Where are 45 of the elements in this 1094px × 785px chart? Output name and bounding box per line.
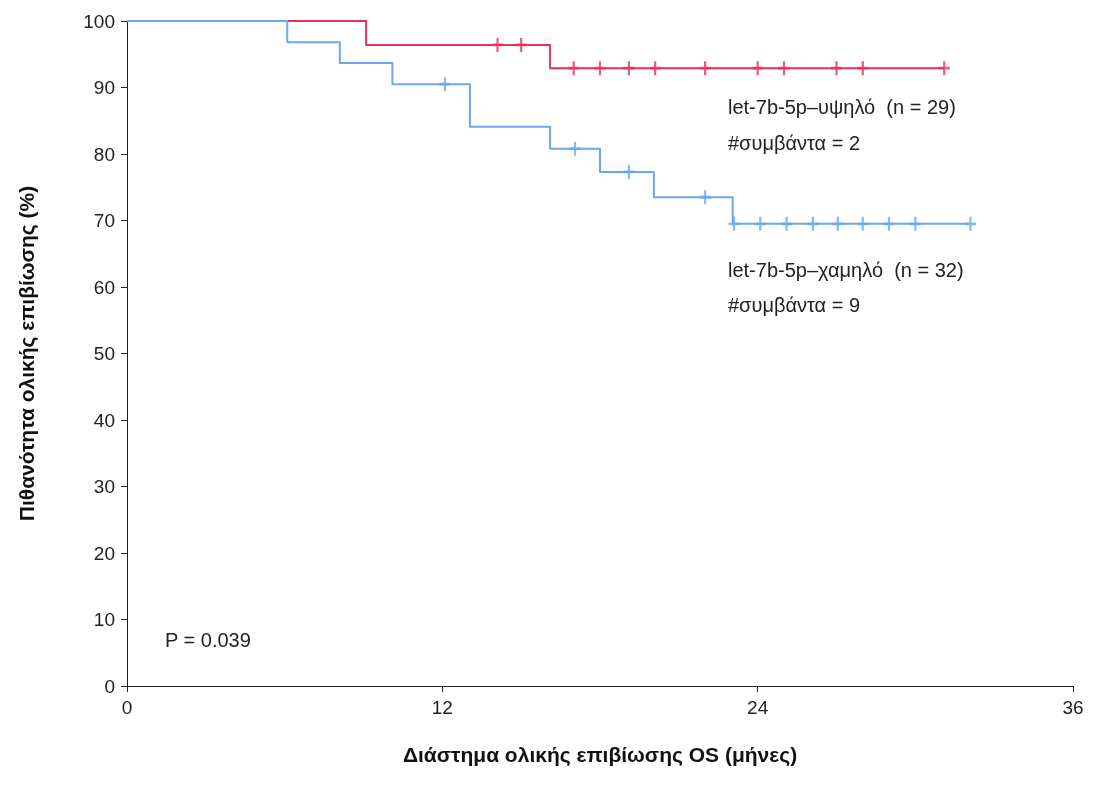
point xyxy=(754,216,766,231)
y-tick-label: 70 xyxy=(93,210,115,231)
x-axis-title: Διάστημα ολικής επιβίωσης OS (μήνες) xyxy=(402,743,798,767)
point xyxy=(938,61,950,76)
y-tick-label: 50 xyxy=(93,343,115,364)
point xyxy=(594,61,606,76)
point xyxy=(831,61,842,76)
point xyxy=(965,216,977,231)
y-tick-label: 80 xyxy=(93,143,115,165)
y-tick-label: 100 xyxy=(83,10,115,32)
point xyxy=(832,216,844,231)
y-axis-title: Πιθανότητα ολικής επιβίωσης (%) xyxy=(15,185,39,522)
point xyxy=(439,77,451,92)
annotation: #συμβάντα = 2 xyxy=(728,132,861,154)
point xyxy=(909,216,921,231)
x-tick-label: 36 xyxy=(1062,697,1084,718)
point xyxy=(699,190,711,205)
annotation: let-7b-5p–υψηλό (n = 29) xyxy=(728,96,956,118)
point xyxy=(623,61,635,76)
x-tick-label: 24 xyxy=(747,697,769,718)
annotation: #συμβάντα = 9 xyxy=(728,294,861,316)
point xyxy=(807,216,819,231)
x-tick-label: 12 xyxy=(431,697,453,718)
point xyxy=(492,37,504,52)
point xyxy=(778,61,790,76)
y-tick-label: 0 xyxy=(104,675,115,697)
y-tick-label: 20 xyxy=(93,542,115,564)
annotation: let-7b-5p–χαμηλό (n = 32) xyxy=(728,259,964,281)
point xyxy=(568,61,580,76)
point xyxy=(569,141,581,156)
y-tick-label: 40 xyxy=(93,409,115,431)
point xyxy=(883,216,895,231)
point xyxy=(857,216,869,231)
y-tick-label: 90 xyxy=(93,77,115,98)
point xyxy=(728,216,740,231)
x-tick-label: 0 xyxy=(121,697,133,718)
annotation: P = 0.039 xyxy=(165,629,251,651)
point xyxy=(857,61,869,76)
y-tick-label: 30 xyxy=(93,476,115,497)
point xyxy=(781,216,793,231)
point xyxy=(699,61,711,76)
y-tick-label: 60 xyxy=(93,276,115,298)
point xyxy=(649,61,661,76)
point xyxy=(752,61,764,76)
y-tick-label: 10 xyxy=(93,609,115,630)
